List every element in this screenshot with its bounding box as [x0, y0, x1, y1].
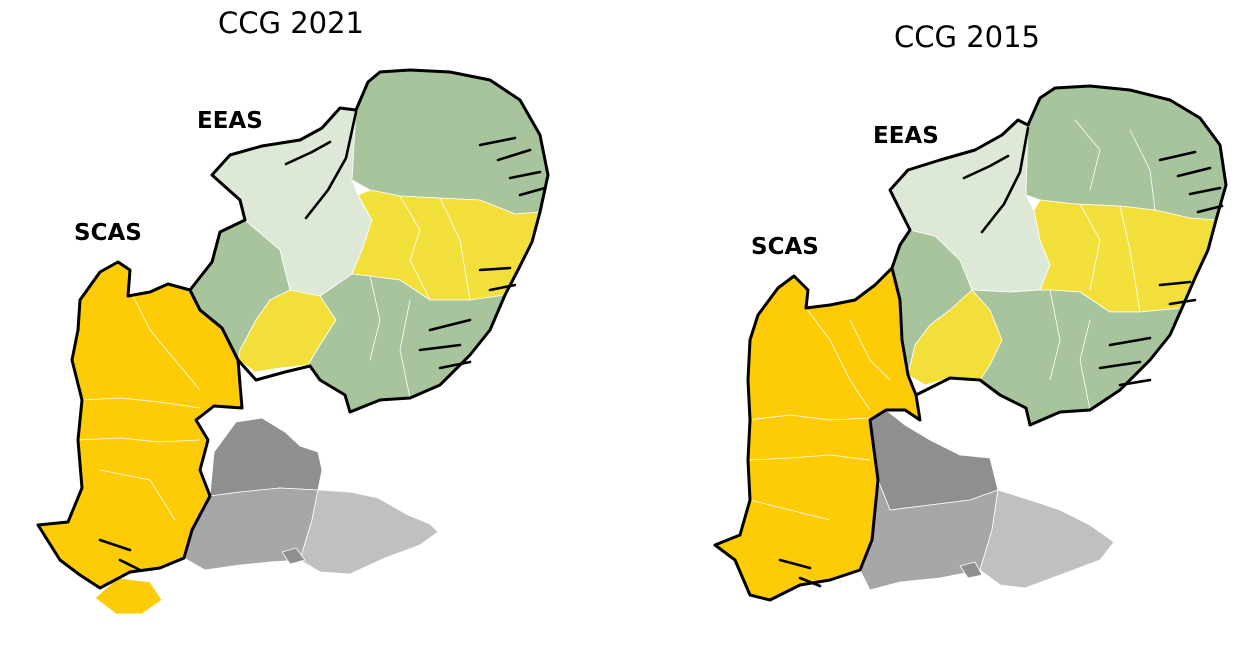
- scas-outline: [36, 260, 244, 590]
- area-southeast-north: [209, 417, 323, 497]
- southeast-region: [183, 417, 439, 575]
- map-title: CCG 2015: [894, 20, 1040, 54]
- scas-internal-boundaries: [747, 307, 891, 521]
- eeas-internal-boundaries: [369, 195, 471, 399]
- area-southeast-coast-small: [959, 561, 983, 579]
- region-label-eeas: EEAS: [873, 123, 939, 149]
- area-southeast-north: [869, 409, 999, 511]
- southeast-region: [859, 409, 1115, 591]
- eeas-outline: [188, 68, 550, 414]
- region-label-scas: SCAS: [74, 220, 142, 246]
- eeas-region: [189, 69, 549, 413]
- eeas-region: [889, 85, 1227, 426]
- river-wash-lines: [962, 126, 1030, 234]
- area-southeast-east: [979, 489, 1115, 589]
- area-southeast-east: [299, 489, 439, 575]
- choropleth-map: [36, 68, 550, 615]
- map-panel-ccg-2021: CCG 2021 EEAS SCAS: [36, 6, 550, 615]
- river-wash-lines: [284, 110, 358, 220]
- eeas-internal-boundaries: [1049, 119, 1156, 411]
- coastal-estuaries: [98, 136, 547, 572]
- area-eeas-north-green: [1025, 85, 1227, 221]
- scas-internal-boundaries: [77, 289, 201, 521]
- map-panel-ccg-2015: CCG 2015 EEAS SCAS: [630, 0, 1259, 657]
- map-title: CCG 2021: [218, 6, 364, 40]
- choropleth-map: [713, 84, 1228, 602]
- region-label-eeas: EEAS: [197, 108, 263, 134]
- eeas-outline: [888, 84, 1228, 427]
- ambulance-service-outline: [713, 84, 1228, 602]
- region-label-scas: SCAS: [751, 234, 819, 260]
- ambulance-service-outline: [36, 68, 550, 590]
- area-southeast-coast-small: [281, 547, 306, 565]
- scas-outline: [713, 266, 922, 602]
- coastal-estuaries: [778, 150, 1224, 588]
